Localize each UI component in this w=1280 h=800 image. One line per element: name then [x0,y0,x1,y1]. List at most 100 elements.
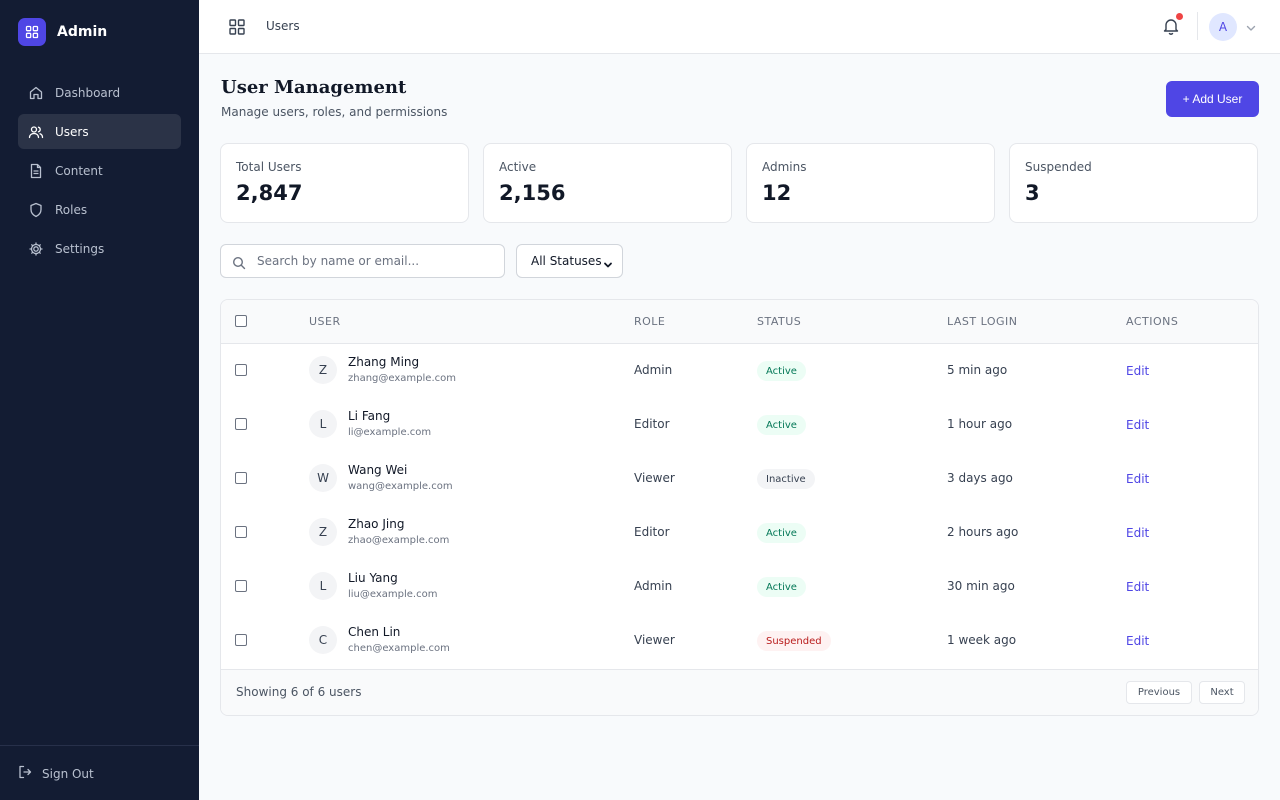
row-checkbox[interactable] [235,580,247,592]
user-avatar: Z [309,356,337,384]
table-row: W Wang Wei wang@example.com Viewer Inact… [221,452,1258,506]
pagination-summary: Showing 6 of 6 users [236,685,362,699]
row-checkbox[interactable] [235,526,247,538]
breadcrumb[interactable]: Users [266,19,300,33]
chevron-down-icon[interactable] [1244,20,1258,34]
sidebar: Admin Dashboard Users [0,0,199,800]
user-avatar: Z [309,518,337,546]
last-login: 1 hour ago [947,417,1013,431]
row-checkbox[interactable] [235,364,247,376]
header-divider [1197,12,1198,40]
user-name: Wang Wei [348,463,408,477]
user-email: zhang@example.com [348,373,456,384]
brand[interactable]: Admin [18,18,107,46]
edit-link[interactable]: Edit [1126,364,1150,378]
sign-out-label: Sign Out [42,766,94,781]
search-icon [232,255,246,270]
home-icon [28,85,44,101]
bell-icon[interactable] [1161,16,1181,36]
edit-link[interactable]: Edit [1126,418,1150,432]
last-login: 5 min ago [947,363,1008,377]
sidebar-item-dashboard[interactable]: Dashboard [18,75,181,110]
avatar[interactable]: A [1209,13,1237,41]
sidebar-item-label: Content [55,163,103,178]
chevron-down-icon [602,256,614,268]
status-filter-value: All Statuses [531,254,602,268]
status-badge: Inactive [757,469,815,489]
stat-value: 2,847 [236,181,303,205]
stat-label: Admins [762,160,807,174]
column-header-user: USER [309,315,341,328]
sidebar-item-label: Dashboard [55,85,121,100]
sidebar-item-users[interactable]: Users [18,114,181,149]
users-table: USER ROLE STATUS LAST LOGIN ACTIONS Z Zh… [220,299,1259,716]
search-input[interactable] [257,245,497,277]
user-avatar: C [309,626,337,654]
last-login: 2 hours ago [947,525,1019,539]
sidebar-item-roles[interactable]: Roles [18,192,181,227]
status-badge: Active [757,577,806,597]
user-name: Zhang Ming [348,355,420,369]
stat-label: Suspended [1025,160,1092,174]
previous-page-button[interactable]: Previous [1126,681,1192,704]
row-checkbox[interactable] [235,418,247,430]
user-role: Editor [634,417,670,431]
last-login: 3 days ago [947,471,1013,485]
sidebar-item-label: Users [55,124,89,139]
column-header-last-login: LAST LOGIN [947,315,1018,328]
last-login: 1 week ago [947,633,1017,647]
edit-link[interactable]: Edit [1126,580,1150,594]
stat-value: 3 [1025,181,1040,205]
edit-link[interactable]: Edit [1126,472,1150,486]
user-email: liu@example.com [348,589,438,600]
user-avatar: L [309,572,337,600]
last-login: 30 min ago [947,579,1015,593]
status-filter-select[interactable]: All Statuses [516,244,623,278]
row-checkbox[interactable] [235,634,247,646]
stat-card-admins: Admins 12 [746,143,995,223]
user-role: Viewer [634,471,675,485]
sidebar-item-label: Roles [55,202,88,217]
stat-value: 12 [762,181,792,205]
user-email: chen@example.com [348,643,450,654]
table-row: Z Zhao Jing zhao@example.com Editor Acti… [221,506,1258,560]
search-box [220,244,505,278]
sidebar-item-content[interactable]: Content [18,153,181,188]
user-avatar: W [309,464,337,492]
sign-out-icon [18,764,32,783]
top-header: Users A [199,0,1280,54]
column-header-status: STATUS [757,315,802,328]
table-row: L Liu Yang liu@example.com Admin Active … [221,560,1258,614]
user-name: Chen Lin [348,625,401,639]
next-page-button[interactable]: Next [1199,681,1245,704]
grid-menu-icon[interactable] [227,17,247,37]
column-header-actions: ACTIONS [1126,315,1179,328]
row-checkbox[interactable] [235,472,247,484]
user-name: Li Fang [348,409,391,423]
sidebar-item-settings[interactable]: Settings [18,231,181,266]
table-row: C Chen Lin chen@example.com Viewer Suspe… [221,614,1258,668]
add-user-button[interactable]: + Add User [1166,81,1259,117]
app-name: Admin [57,24,108,40]
edit-link[interactable]: Edit [1126,526,1150,540]
stat-label: Total Users [236,160,302,174]
notification-dot [1176,13,1183,20]
table-header: USER ROLE STATUS LAST LOGIN ACTIONS [221,300,1258,344]
shield-icon [28,202,44,218]
sidebar-divider [0,745,199,746]
status-badge: Suspended [757,631,831,651]
users-icon [28,124,44,140]
stat-card-suspended: Suspended 3 [1009,143,1258,223]
table-row: Z Zhang Ming zhang@example.com Admin Act… [221,344,1258,398]
user-role: Editor [634,525,670,539]
select-all-checkbox[interactable] [235,315,247,327]
app-logo-icon [18,18,46,46]
stat-value: 2,156 [499,181,566,205]
stat-label: Active [499,160,537,174]
status-badge: Active [757,415,806,435]
edit-link[interactable]: Edit [1126,634,1150,648]
column-header-role: ROLE [634,315,666,328]
sign-out-button[interactable]: Sign Out [18,764,94,783]
user-role: Admin [634,579,673,593]
user-email: wang@example.com [348,481,453,492]
